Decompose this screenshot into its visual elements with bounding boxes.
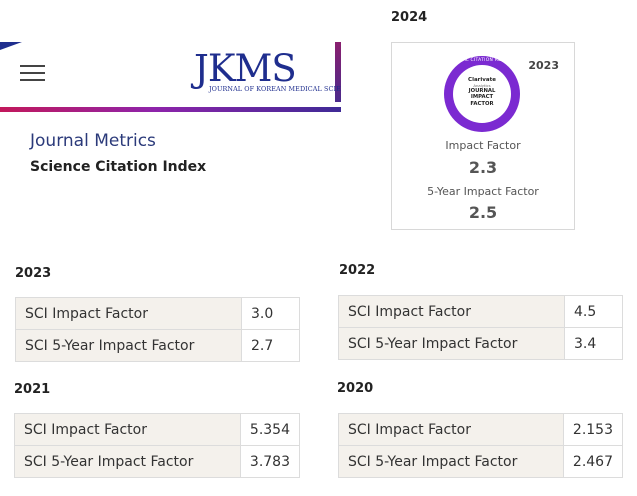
metric-value: 5.354 [239, 413, 301, 446]
metric-label: SCI 5-Year Impact Factor [15, 329, 242, 362]
header-side-accent [335, 42, 341, 102]
metric-label: SCI Impact Factor [338, 295, 565, 328]
table-row: SCI Impact Factor 5.354 [14, 413, 301, 446]
table-row: SCI Impact Factor 3.0 [15, 297, 300, 330]
card-year: 2023 [528, 59, 559, 72]
page-title: Journal Metrics [30, 131, 156, 151]
table-row: SCI 5-Year Impact Factor 3.783 [14, 445, 301, 478]
table-row: SCI Impact Factor 4.5 [338, 295, 623, 328]
table-row: SCI Impact Factor 2.153 [338, 413, 624, 446]
impact-factor-value: 2.3 [468, 158, 498, 177]
logo-text: JKMS [194, 47, 297, 90]
jcr-badge-icon: JOURNAL CITATION REPORTS Clarivate Analy… [444, 56, 520, 132]
site-header: JKMS JOURNAL OF KOREAN MEDICAL SCIENCE [0, 42, 341, 112]
metric-value: 4.5 [564, 295, 623, 328]
metric-label: SCI Impact Factor [338, 413, 564, 446]
year-heading-2023: 2023 [15, 266, 52, 281]
metric-value: 3.4 [564, 327, 623, 360]
five-year-impact-factor-label: 5-Year Impact Factor [427, 185, 539, 198]
year-heading-2021: 2021 [14, 382, 51, 397]
year-heading-2020: 2020 [337, 381, 374, 396]
table-row: SCI 5-Year Impact Factor 3.4 [338, 327, 623, 360]
metrics-table-2022: SCI Impact Factor 4.5 SCI 5-Year Impact … [338, 295, 623, 360]
badge-arc-text: JOURNAL CITATION REPORTS [447, 58, 517, 63]
badge-line-factor: FACTOR [470, 100, 494, 107]
page-subtitle: Science Citation Index [30, 159, 207, 175]
badge-brand-sub: Analytics [473, 83, 491, 88]
logo-subtitle: JOURNAL OF KOREAN MEDICAL SCIENCE [209, 85, 341, 93]
badge-brand: Clarivate [468, 77, 496, 83]
metrics-table-2021: SCI Impact Factor 5.354 SCI 5-Year Impac… [14, 413, 301, 478]
metric-label: SCI 5-Year Impact Factor [14, 445, 241, 478]
metrics-table-2023: SCI Impact Factor 3.0 SCI 5-Year Impact … [15, 297, 300, 362]
jkms-logo[interactable]: JKMS JOURNAL OF KOREAN MEDICAL SCIENCE [192, 48, 341, 98]
table-row: SCI 5-Year Impact Factor 2.467 [338, 445, 624, 478]
hamburger-menu-icon[interactable] [20, 61, 46, 83]
badge-line-impact: IMPACT [470, 94, 494, 101]
table-row: SCI 5-Year Impact Factor 2.7 [15, 329, 300, 362]
metrics-table-2020: SCI Impact Factor 2.153 SCI 5-Year Impac… [338, 413, 624, 478]
header-gradient-bar [0, 107, 341, 112]
metric-label: SCI 5-Year Impact Factor [338, 445, 564, 478]
metric-label: SCI Impact Factor [14, 413, 241, 446]
jcr-impact-card: JOURNAL CITATION REPORTS Clarivate Analy… [391, 42, 575, 230]
metric-label: SCI Impact Factor [15, 297, 242, 330]
metric-value: 3.0 [241, 297, 300, 330]
year-heading-2022: 2022 [339, 263, 376, 278]
metric-value: 2.153 [562, 413, 624, 446]
metric-value: 2.7 [241, 329, 300, 362]
five-year-impact-factor-value: 2.5 [468, 203, 498, 222]
metric-value: 3.783 [239, 445, 301, 478]
jcr-year-heading: 2024 [391, 10, 428, 25]
metric-value: 2.467 [562, 445, 624, 478]
badge-line-journal: JOURNAL [468, 88, 496, 94]
metric-label: SCI 5-Year Impact Factor [338, 327, 565, 360]
impact-factor-label: Impact Factor [445, 139, 521, 152]
header-corner-accent [0, 42, 22, 50]
